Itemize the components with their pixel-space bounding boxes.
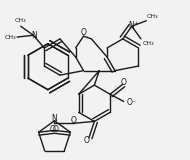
Text: CH₃: CH₃ — [147, 14, 158, 19]
Text: +: + — [133, 21, 138, 26]
Text: O: O — [53, 125, 59, 134]
Text: N: N — [31, 31, 37, 40]
Text: O: O — [71, 116, 77, 125]
Text: O: O — [50, 125, 56, 134]
Text: CH₃: CH₃ — [4, 35, 16, 40]
Text: N: N — [129, 21, 135, 30]
Text: O⁻: O⁻ — [127, 98, 137, 107]
Text: N: N — [52, 114, 57, 123]
Text: O: O — [121, 78, 127, 87]
Text: O: O — [81, 28, 86, 37]
Text: CH₃: CH₃ — [142, 41, 154, 46]
Text: O: O — [84, 136, 89, 145]
Text: CH₃: CH₃ — [15, 18, 26, 23]
